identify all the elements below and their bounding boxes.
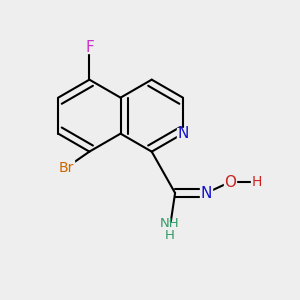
Text: F: F [85,40,94,55]
Bar [251,177,262,188]
Bar [83,41,95,53]
Text: N: N [201,185,212,200]
Bar [177,128,189,140]
Text: NH
H: NH H [160,217,179,242]
Bar [200,187,212,199]
Text: H: H [251,175,262,189]
Text: Br: Br [58,161,74,175]
Bar [58,160,74,176]
Text: N: N [177,126,189,141]
Bar [163,222,177,236]
Bar [224,176,236,188]
Text: O: O [224,175,236,190]
